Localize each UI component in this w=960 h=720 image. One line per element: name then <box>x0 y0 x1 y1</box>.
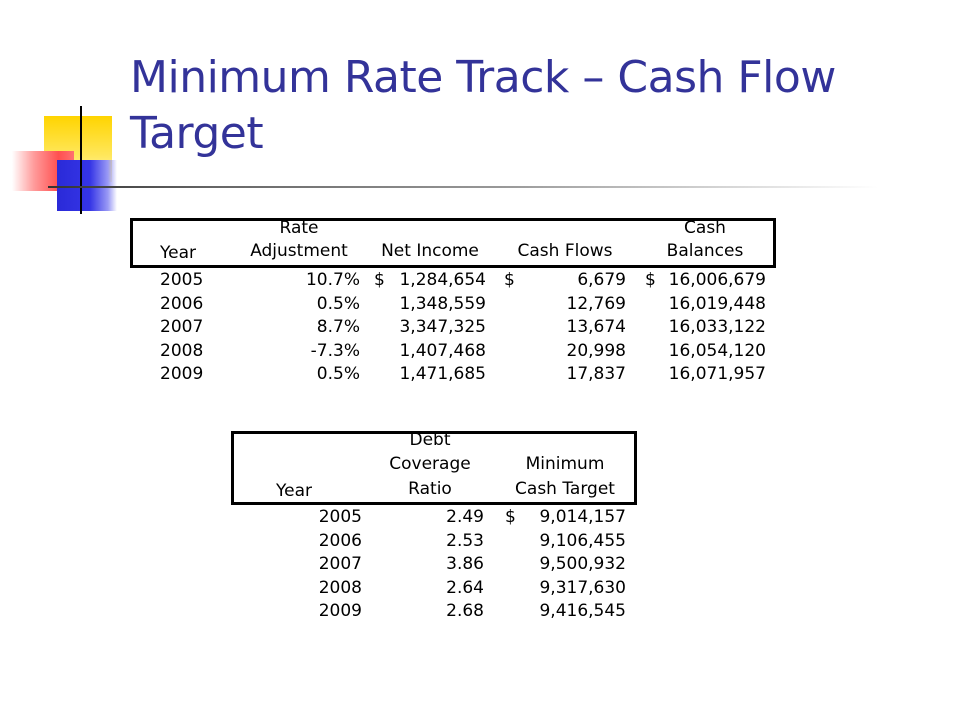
table-header-box <box>130 218 776 268</box>
table-row-currency: $ <box>505 507 516 527</box>
table-row-ratio: 3.86 <box>446 554 484 574</box>
table-row-year: 2006 <box>318 531 362 551</box>
table-row-target: 9,106,455 <box>539 531 626 551</box>
table-row-year: 2005 <box>318 507 362 527</box>
table-row-target: 9,416,545 <box>539 601 626 621</box>
table-row-rate: -7.3% <box>310 341 360 361</box>
table-row-year: 2007 <box>318 554 362 574</box>
table-row-year: 2005 <box>160 270 204 290</box>
header-year: Year <box>276 481 312 501</box>
header-cash-line1: Cash <box>684 218 726 238</box>
title-underline <box>48 186 878 188</box>
table-row-ratio: 2.53 <box>446 531 484 551</box>
table-row-cash-balances: 16,019,448 <box>668 294 766 314</box>
table-row-net-income: 3,347,325 <box>399 317 486 337</box>
header-min-line1: Minimum <box>525 454 605 474</box>
table-row-target: 9,500,932 <box>539 554 626 574</box>
table-row-cash-balances: 16,071,957 <box>668 364 766 384</box>
table-row-cash-flows: 13,674 <box>566 317 626 337</box>
decorative-blue-square <box>57 160 117 211</box>
table-row-net-income: 1,471,685 <box>399 364 486 384</box>
header-min-line2: Cash Target <box>515 479 615 499</box>
header-rate-line2: Adjustment <box>250 241 348 261</box>
header-net-income: Net Income <box>381 241 479 261</box>
table-row-ratio: 2.49 <box>446 507 484 527</box>
table-row-year: 2009 <box>318 601 362 621</box>
table-row-year: 2008 <box>160 341 204 361</box>
table-row-target: 9,317,630 <box>539 578 626 598</box>
table-row-cash-flows: 6,679 <box>577 270 626 290</box>
table-row-cash-balances: 16,033,122 <box>668 317 766 337</box>
table-row-rate: 10.7% <box>305 270 360 290</box>
table-row-year: 2007 <box>160 317 204 337</box>
table-row-net-income: 1,348,559 <box>399 294 486 314</box>
table-row-currency: $ <box>504 270 515 290</box>
table-row-target: 9,014,157 <box>539 507 626 527</box>
header-rate-line1: Rate <box>279 218 319 238</box>
page-title: Minimum Rate Track – Cash Flow Target <box>130 52 836 159</box>
table-row-year: 2008 <box>318 578 362 598</box>
table-row-year: 2009 <box>160 364 204 384</box>
table-row-currency: $ <box>374 270 385 290</box>
table-row-ratio: 2.64 <box>446 578 484 598</box>
decorative-vertical-line <box>80 106 82 214</box>
table-row-cash-flows: 17,837 <box>566 364 626 384</box>
table-header-box <box>231 431 637 505</box>
header-dcr-line1: Debt <box>409 430 451 450</box>
table-row-cash-flows: 20,998 <box>566 341 626 361</box>
table-row-cash-flows: 12,769 <box>566 294 626 314</box>
header-year: Year <box>160 243 196 263</box>
table-row-ratio: 2.68 <box>446 601 484 621</box>
table-row-cash-balances: 16,054,120 <box>668 341 766 361</box>
table-row-net-income: 1,284,654 <box>399 270 486 290</box>
header-cash-line2: Balances <box>666 241 744 261</box>
table-row-cash-balances: 16,006,679 <box>668 270 766 290</box>
header-dcr-line2: Coverage <box>389 454 471 474</box>
table-row-currency: $ <box>645 270 656 290</box>
table-row-net-income: 1,407,468 <box>399 341 486 361</box>
table-row-rate: 8.7% <box>316 317 360 337</box>
header-cash-flows: Cash Flows <box>517 241 613 261</box>
header-dcr-line3: Ratio <box>408 479 452 499</box>
table-row-rate: 0.5% <box>316 364 360 384</box>
table-row-rate: 0.5% <box>316 294 360 314</box>
table-row-year: 2006 <box>160 294 204 314</box>
